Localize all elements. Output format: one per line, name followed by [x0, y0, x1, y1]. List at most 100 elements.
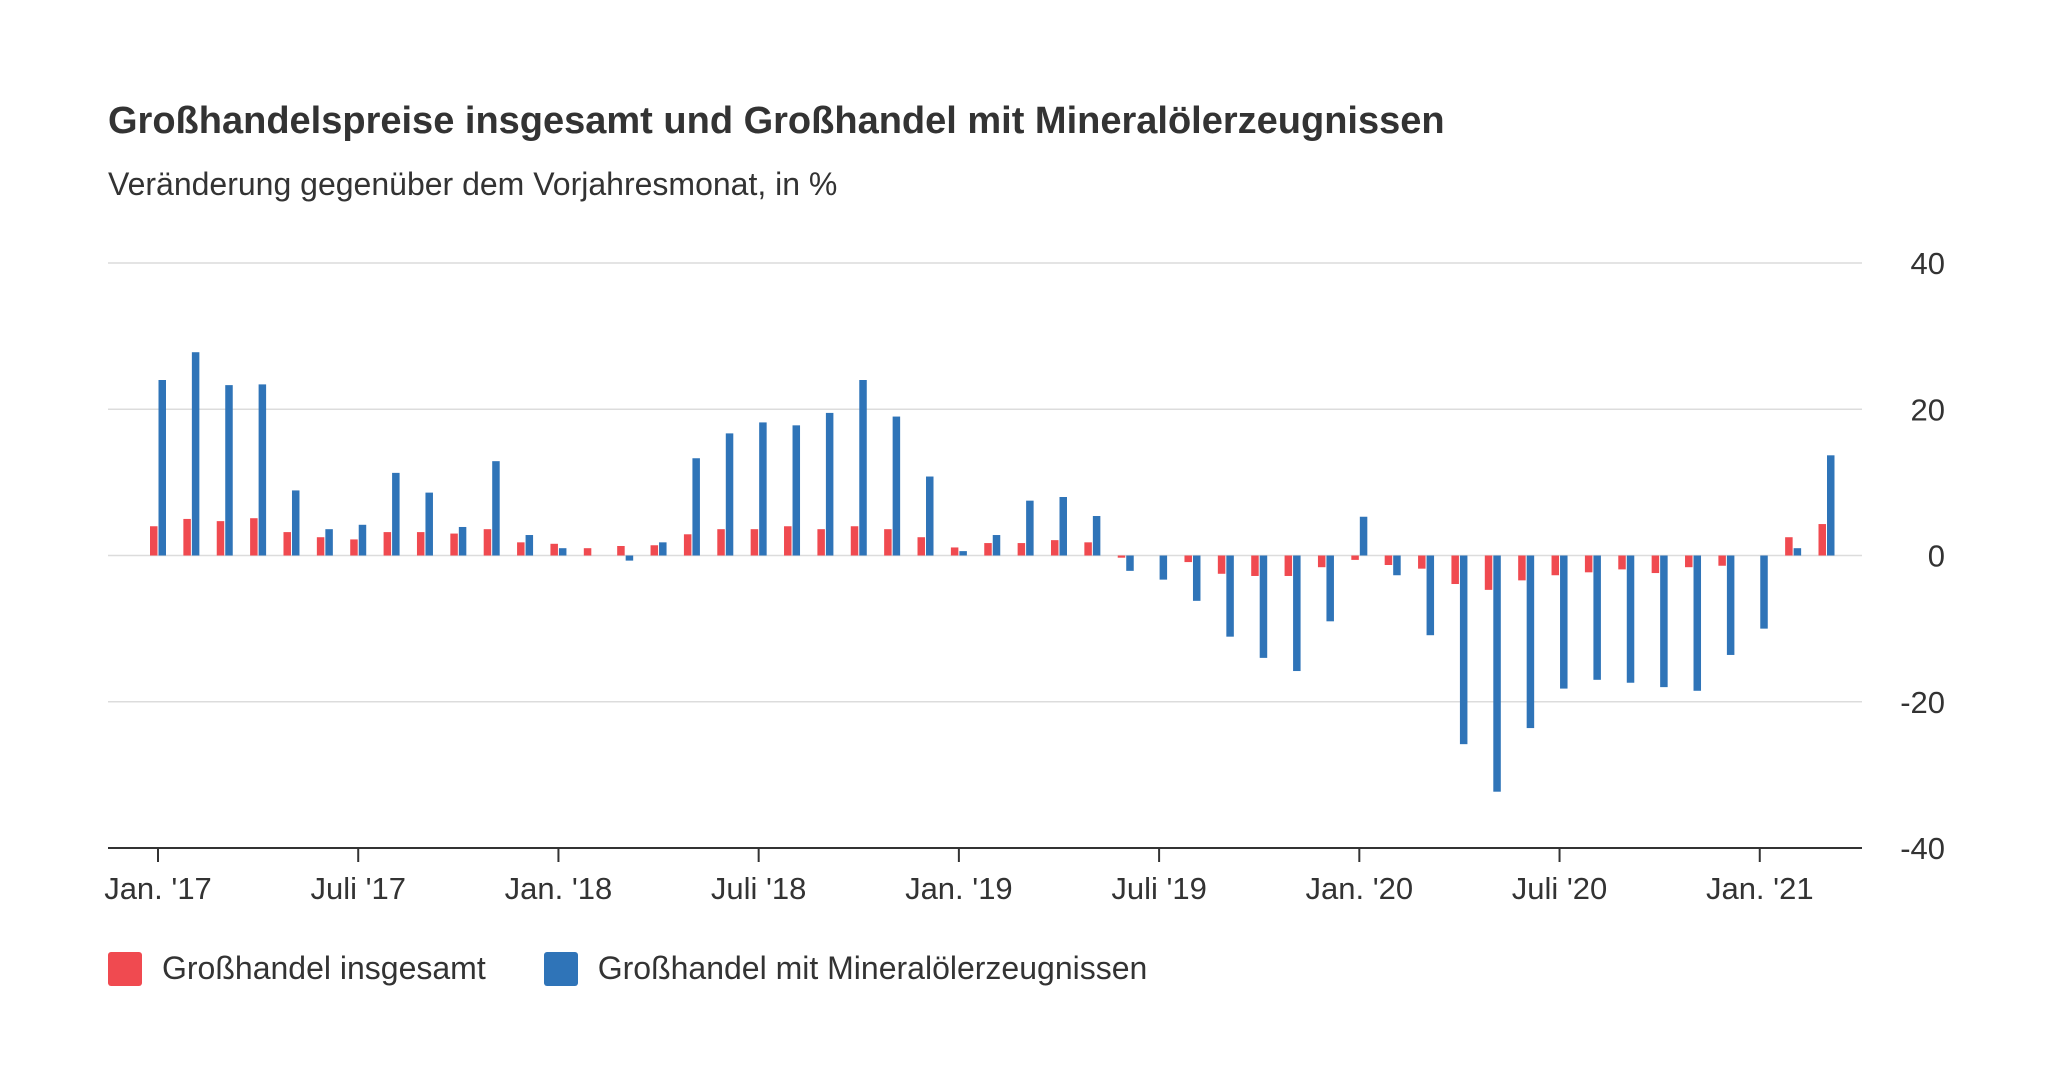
bar-gesamt: [283, 532, 291, 556]
bar-mineraloel: [1726, 555, 1735, 655]
bar-mineraloel: [992, 535, 1001, 556]
bar-gesamt: [416, 532, 425, 556]
bar-gesamt: [1618, 555, 1626, 570]
chart-subtitle: Veränderung gegenüber dem Vorjahresmonat…: [108, 166, 838, 202]
bar-gesamt: [1384, 555, 1393, 566]
bar-mineraloel: [1693, 555, 1702, 691]
bar-mineraloel: [492, 461, 500, 556]
legend-swatch-blue: [543, 951, 578, 986]
bar-gesamt: [1050, 540, 1059, 556]
bar-gesamt: [216, 521, 225, 556]
bar-gesamt: [1518, 555, 1526, 581]
bar-mineraloel: [1259, 555, 1268, 658]
bar-mineraloel: [258, 384, 267, 556]
bar-gesamt: [250, 518, 258, 556]
bar-gesamt: [583, 548, 592, 556]
bar-gesamt: [617, 545, 625, 556]
bar-mineraloel: [892, 416, 901, 556]
bar-gesamt: [1284, 555, 1293, 576]
bar-mineraloel: [659, 542, 667, 556]
bar-gesamt: [784, 526, 792, 556]
legend: Großhandel insgesamt Großhandel mit Mine…: [108, 950, 1205, 987]
bar-mineraloel: [1793, 548, 1802, 556]
bar-gesamt: [1217, 555, 1226, 574]
bar-gesamt: [1184, 555, 1192, 563]
bar-mineraloel: [759, 422, 767, 556]
bar-gesamt: [683, 534, 692, 556]
bar-mineraloel: [1326, 555, 1334, 622]
bar-mineraloel: [1159, 555, 1168, 580]
x-tick-label: Jan. '17: [104, 871, 212, 906]
bar-mineraloel: [558, 548, 567, 556]
bar-mineraloel: [625, 555, 634, 561]
bar-gesamt: [984, 543, 992, 556]
bar-mineraloel: [291, 490, 300, 556]
bar-gesamt: [850, 526, 859, 556]
bar-gesamt: [917, 537, 926, 556]
bar-gesamt: [1251, 555, 1259, 576]
bar-gesamt: [450, 533, 458, 556]
legend-item-mineraloel: Großhandel mit Mineralölerzeugnissen: [543, 950, 1148, 987]
bar-mineraloel: [458, 526, 467, 556]
bar-gesamt: [1484, 555, 1493, 590]
bar-mineraloel: [525, 535, 534, 556]
y-axis-labels: 40 20 0 -20 -40: [1900, 246, 1945, 866]
bar-mineraloel: [1526, 555, 1535, 729]
bar-mineraloel: [692, 458, 700, 556]
bar-gesamt: [1351, 555, 1359, 560]
bars: [150, 352, 1835, 792]
bar-gesamt: [1785, 537, 1793, 556]
bar-mineraloel: [1560, 555, 1568, 689]
x-tick-label: Juli '20: [1512, 871, 1608, 906]
bar-mineraloel: [1827, 455, 1835, 556]
bar-mineraloel: [1293, 555, 1301, 672]
bar-mineraloel: [1026, 500, 1034, 556]
y-tick-label: 40: [1911, 246, 1945, 281]
bar-gesamt: [1317, 555, 1326, 568]
y-tick-label: -40: [1900, 831, 1945, 866]
bar-mineraloel: [1426, 555, 1435, 636]
bar-mineraloel: [392, 472, 400, 556]
bar-mineraloel: [158, 380, 166, 556]
bar-gesamt: [383, 532, 392, 556]
bar-gesamt: [1084, 542, 1092, 556]
bar-mineraloel: [1459, 555, 1468, 745]
y-tick-label: 20: [1911, 392, 1945, 427]
bar-mineraloel: [959, 551, 967, 556]
bar-gesamt: [1584, 555, 1593, 573]
bar-mineraloel: [1359, 516, 1368, 556]
bar-gesamt: [1017, 543, 1026, 556]
x-tick-label: Jan. '20: [1306, 871, 1414, 906]
bar-gesamt: [517, 542, 525, 556]
legend-swatch-red: [108, 951, 142, 986]
legend-label-gesamt: Großhandel insgesamt: [162, 950, 486, 986]
bar-mineraloel: [1059, 497, 1067, 556]
bar-mineraloel: [425, 492, 433, 556]
x-tick-label: Jan. '21: [1706, 871, 1814, 906]
bar-gesamt: [150, 526, 158, 556]
bar-gesamt: [950, 547, 959, 556]
bar-mineraloel: [358, 524, 367, 556]
bar-mineraloel: [191, 352, 200, 556]
bar-mineraloel: [1593, 555, 1601, 680]
bar-gesamt: [1818, 524, 1826, 556]
x-tick-label: Jan. '19: [905, 871, 1013, 906]
bar-mineraloel: [859, 380, 867, 556]
bar-gesamt: [483, 529, 492, 556]
bar-mineraloel: [225, 385, 233, 556]
legend-label-mineraloel: Großhandel mit Mineralölerzeugnissen: [597, 950, 1148, 986]
bar-gesamt: [1685, 555, 1693, 568]
bar-mineraloel: [926, 476, 934, 556]
bar-mineraloel: [725, 433, 734, 556]
x-tick-label: Juli '19: [1111, 871, 1207, 906]
bar-gesamt: [884, 529, 892, 556]
bar-gesamt: [1718, 555, 1726, 566]
x-tick-label: Juli '17: [310, 871, 406, 906]
y-tick-label: 0: [1928, 539, 1945, 574]
bar-gesamt: [316, 537, 325, 556]
bar-mineraloel: [325, 529, 333, 556]
bar-gesamt: [717, 529, 725, 556]
bar-mineraloel: [1626, 555, 1635, 683]
bar-mineraloel: [1393, 555, 1401, 576]
